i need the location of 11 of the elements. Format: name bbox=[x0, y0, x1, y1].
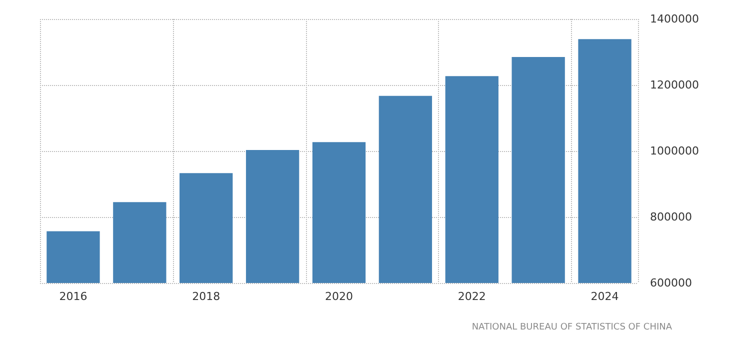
y-tick-label: 1400000 bbox=[650, 12, 699, 26]
x-tick-label: 2020 bbox=[325, 290, 353, 303]
x-tick-label: 2022 bbox=[458, 290, 486, 303]
text: NATIONAL BUREAU OF STATISTICS OF CHINA bbox=[472, 322, 673, 332]
y-tick-label: 1200000 bbox=[650, 78, 699, 92]
x-tick-label: 2018 bbox=[192, 290, 220, 303]
y-tick-label: 600000 bbox=[650, 276, 692, 290]
x-tick-label: 2016 bbox=[59, 290, 88, 303]
x-tick-label: 2024 bbox=[590, 290, 619, 303]
y-tick-label: 800000 bbox=[650, 210, 692, 224]
y-tick-label: 1000000 bbox=[650, 144, 699, 158]
